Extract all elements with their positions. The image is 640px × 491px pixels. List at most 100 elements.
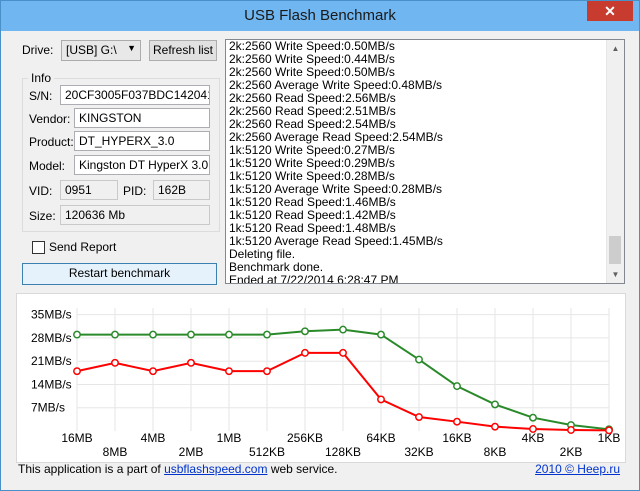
vid-field: 0951 bbox=[60, 180, 118, 200]
info-groupbox bbox=[22, 78, 220, 232]
benchmark-chart: 7MB/s 14MB/s 21MB/s 28MB/s 35MB/s 16MB 8MB 4MB 2… bbox=[16, 293, 626, 463]
footer-suffix: web service. bbox=[267, 462, 338, 476]
data-point bbox=[491, 400, 499, 409]
x-tick-label: 64KB bbox=[366, 431, 395, 445]
size-label: Size: bbox=[29, 209, 56, 223]
data-point bbox=[453, 417, 461, 426]
log-scrollbar[interactable]: ▲ ▼ bbox=[606, 40, 624, 283]
x-tick-label: 2MB bbox=[179, 445, 204, 459]
vendor-label: Vendor: bbox=[29, 112, 71, 126]
log-line: 1k:5120 Average Write Speed:0.28MB/s bbox=[229, 182, 443, 196]
x-tick-label: 16MB bbox=[61, 431, 92, 445]
window-title: USB Flash Benchmark bbox=[244, 7, 396, 24]
log-line: 1k:5120 Write Speed:0.29MB/s bbox=[229, 156, 395, 170]
footer-text: This application is a part of usbflashsp… bbox=[18, 462, 338, 476]
sn-label: S/N: bbox=[29, 89, 53, 103]
y-tick-label: 35MB/s bbox=[31, 308, 72, 322]
log-line: 2k:2560 Read Speed:2.56MB/s bbox=[229, 91, 396, 105]
log-line: 2k:2560 Write Speed:0.44MB/s bbox=[229, 52, 395, 66]
data-point bbox=[377, 395, 385, 404]
product-field[interactable]: DT_HYPERX_3.0 bbox=[74, 131, 210, 151]
data-point bbox=[111, 358, 119, 367]
pid-field: 162B bbox=[153, 180, 210, 200]
scroll-up-icon[interactable]: ▲ bbox=[611, 44, 620, 53]
data-point bbox=[377, 330, 385, 339]
x-tick-label: 2KB bbox=[560, 445, 583, 459]
x-tick-label: 4KB bbox=[522, 431, 545, 445]
data-point bbox=[415, 355, 423, 364]
log-textarea[interactable]: 2k:2560 Write Speed:0.50MB/s 2k:2560 Writ… bbox=[225, 39, 625, 284]
x-tick-label: 8MB bbox=[103, 445, 128, 459]
x-tick-label: 8KB bbox=[484, 445, 507, 459]
data-point bbox=[491, 422, 499, 431]
data-point bbox=[529, 413, 537, 422]
log-line: 1k:5120 Read Speed:1.42MB/s bbox=[229, 208, 396, 222]
close-icon: ✕ bbox=[604, 3, 616, 19]
log-line: 2k:2560 Average Write Speed:0.48MB/s bbox=[229, 78, 443, 92]
close-button[interactable]: ✕ bbox=[587, 1, 633, 21]
send-report-checkbox[interactable] bbox=[32, 241, 45, 254]
log-line: Ended at 7/22/2014 6:28:47 PM bbox=[229, 273, 399, 284]
log-line: 2k:2560 Average Read Speed:2.54MB/s bbox=[229, 130, 443, 144]
chevron-down-icon: ▼ bbox=[127, 43, 136, 53]
log-line: Deleting file. bbox=[229, 247, 296, 261]
client-area: Drive: [USB] G:\ ▼ Refresh list Info S/N… bbox=[8, 31, 632, 483]
restart-benchmark-button[interactable]: Restart benchmark bbox=[22, 263, 217, 285]
x-tick-label: 512KB bbox=[249, 445, 285, 459]
chart-svg: 7MB/s 14MB/s 21MB/s 28MB/s 35MB/s 16MB 8MB 4MB 2… bbox=[31, 308, 621, 459]
vendor-field[interactable]: KINGSTON bbox=[74, 108, 210, 128]
data-point bbox=[111, 330, 119, 339]
vid-label: VID: bbox=[29, 184, 53, 198]
refresh-list-button[interactable]: Refresh list bbox=[149, 40, 217, 61]
x-tick-label: 16KB bbox=[442, 431, 471, 445]
log-line: Benchmark done. bbox=[229, 260, 324, 274]
data-point bbox=[149, 330, 157, 339]
data-point bbox=[225, 330, 233, 339]
x-tick-label: 256KB bbox=[287, 431, 323, 445]
log-line: 2k:2560 Read Speed:2.54MB/s bbox=[229, 117, 396, 131]
log-line: 1k:5120 Write Speed:0.28MB/s bbox=[229, 169, 395, 183]
log-line: 1k:5120 Write Speed:0.27MB/s bbox=[229, 143, 395, 157]
drive-select-value: [USB] G:\ bbox=[66, 43, 117, 57]
log-line: 2k:2560 Write Speed:0.50MB/s bbox=[229, 65, 395, 79]
data-point bbox=[339, 348, 347, 357]
x-tick-label: 1MB bbox=[217, 431, 242, 445]
drive-label: Drive: bbox=[22, 43, 54, 57]
size-field: 120636 Mb bbox=[60, 205, 210, 225]
scroll-thumb[interactable] bbox=[609, 236, 621, 264]
data-point bbox=[187, 330, 195, 339]
x-tick-label: 4MB bbox=[141, 431, 166, 445]
data-point bbox=[415, 413, 423, 421]
data-point bbox=[263, 367, 271, 376]
data-point bbox=[529, 425, 537, 433]
x-tick-label: 32KB bbox=[404, 445, 433, 459]
sn-field[interactable]: 20CF3005F037BDC1420416A8 bbox=[60, 85, 210, 105]
data-point bbox=[301, 327, 309, 336]
data-point bbox=[149, 367, 157, 376]
footer-prefix: This application is a part of bbox=[18, 462, 165, 476]
log-lines: 2k:2560 Write Speed:0.50MB/s 2k:2560 Writ… bbox=[229, 40, 443, 284]
scroll-down-icon[interactable]: ▼ bbox=[611, 270, 620, 279]
data-point bbox=[73, 330, 81, 339]
website-link[interactable]: usbflashspeed.com bbox=[164, 462, 268, 476]
data-point bbox=[301, 348, 309, 357]
data-point bbox=[339, 325, 347, 334]
y-tick-label: 28MB/s bbox=[31, 331, 72, 345]
y-tick-label: 21MB/s bbox=[31, 354, 72, 368]
x-tick-label: 128KB bbox=[325, 445, 361, 459]
model-label: Model: bbox=[29, 159, 66, 173]
copyright-link[interactable]: 2010 © Heep.ru bbox=[535, 462, 620, 476]
title-bar[interactable]: USB Flash Benchmark ✕ bbox=[1, 1, 639, 31]
footer-right: 2010 © Heep.ru bbox=[535, 462, 620, 476]
data-point bbox=[187, 358, 195, 367]
pid-label: PID: bbox=[123, 184, 147, 198]
model-field[interactable]: Kingston DT HyperX 3.0 bbox=[74, 155, 210, 175]
y-tick-label: 7MB/s bbox=[31, 401, 65, 415]
data-point bbox=[73, 367, 81, 376]
log-line: 2k:2560 Read Speed:2.51MB/s bbox=[229, 104, 396, 118]
data-point bbox=[453, 382, 461, 391]
drive-select[interactable]: [USB] G:\ ▼ bbox=[61, 40, 141, 61]
data-point bbox=[567, 426, 575, 434]
x-tick-label: 1KB bbox=[598, 431, 621, 445]
